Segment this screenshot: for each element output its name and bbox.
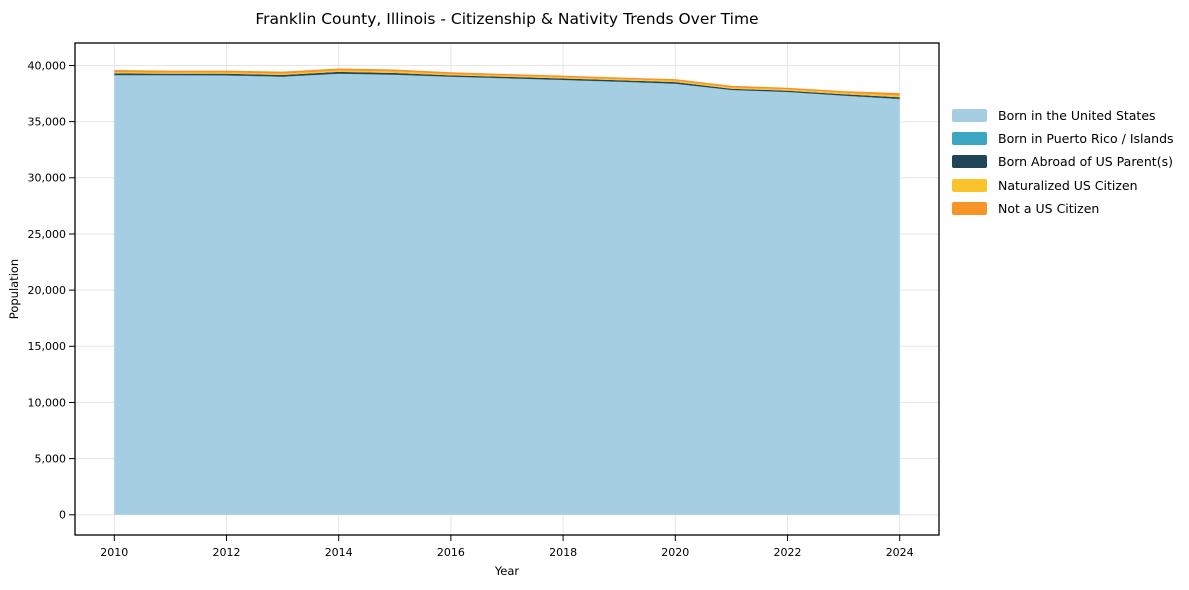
legend-swatch bbox=[952, 178, 987, 192]
y-axis-label: Population bbox=[7, 258, 21, 320]
legend-swatch bbox=[952, 109, 987, 123]
x-tick-label: 2024 bbox=[886, 546, 914, 559]
y-tick-label: 0 bbox=[59, 509, 66, 522]
axis-ticks: 0 5,000 10,000 15,000 20,000 25,000 30,000 35,0… bbox=[28, 59, 914, 559]
area-series-2 bbox=[114, 71, 900, 99]
y-tick-label: 15,000 bbox=[28, 340, 67, 353]
legend-label: Not a US Citizen bbox=[998, 200, 1100, 216]
x-tick-label: 2020 bbox=[661, 546, 689, 559]
legend-label: Naturalized US Citizen bbox=[998, 177, 1138, 193]
legend-swatch bbox=[952, 201, 987, 215]
stacked-areas bbox=[114, 68, 900, 515]
x-tick-label: 2018 bbox=[549, 546, 577, 559]
plot-border bbox=[74, 42, 940, 536]
legend-swatch bbox=[952, 132, 987, 146]
y-tick-label: 40,000 bbox=[28, 59, 67, 72]
chart-title: Franklin County, Illinois - Citizenship … bbox=[255, 10, 759, 28]
y-tick-label: 25,000 bbox=[28, 228, 67, 241]
legend-item-3: Naturalized US Citizen bbox=[952, 174, 1174, 197]
legend: Born in the United States Born in Puerto … bbox=[952, 104, 1174, 220]
x-tick-label: 2012 bbox=[213, 546, 241, 559]
area-series-4 bbox=[114, 68, 900, 96]
x-tick-label: 2016 bbox=[437, 546, 465, 559]
y-tick-label: 5,000 bbox=[35, 453, 67, 466]
legend-label: Born Abroad of US Parent(s) bbox=[998, 154, 1173, 170]
x-tick-label: 2010 bbox=[100, 546, 128, 559]
area-series-3 bbox=[114, 70, 900, 98]
legend-swatch bbox=[952, 155, 987, 169]
x-tick-label: 2014 bbox=[325, 546, 353, 559]
legend-item-0: Born in the United States bbox=[952, 104, 1174, 127]
legend-item-4: Not a US Citizen bbox=[952, 197, 1174, 220]
y-tick-label: 20,000 bbox=[28, 284, 67, 297]
y-tick-label: 35,000 bbox=[28, 116, 67, 129]
y-tick-label: 30,000 bbox=[28, 172, 67, 185]
legend-label: Born in the United States bbox=[998, 108, 1156, 124]
area-series-0 bbox=[114, 74, 900, 515]
legend-label: Born in Puerto Rico / Islands bbox=[998, 131, 1174, 147]
x-axis-label: Year bbox=[494, 564, 520, 578]
y-tick-label: 10,000 bbox=[28, 396, 67, 409]
legend-item-1: Born in Puerto Rico / Islands bbox=[952, 127, 1174, 150]
legend-item-2: Born Abroad of US Parent(s) bbox=[952, 150, 1174, 173]
x-tick-label: 2022 bbox=[774, 546, 802, 559]
